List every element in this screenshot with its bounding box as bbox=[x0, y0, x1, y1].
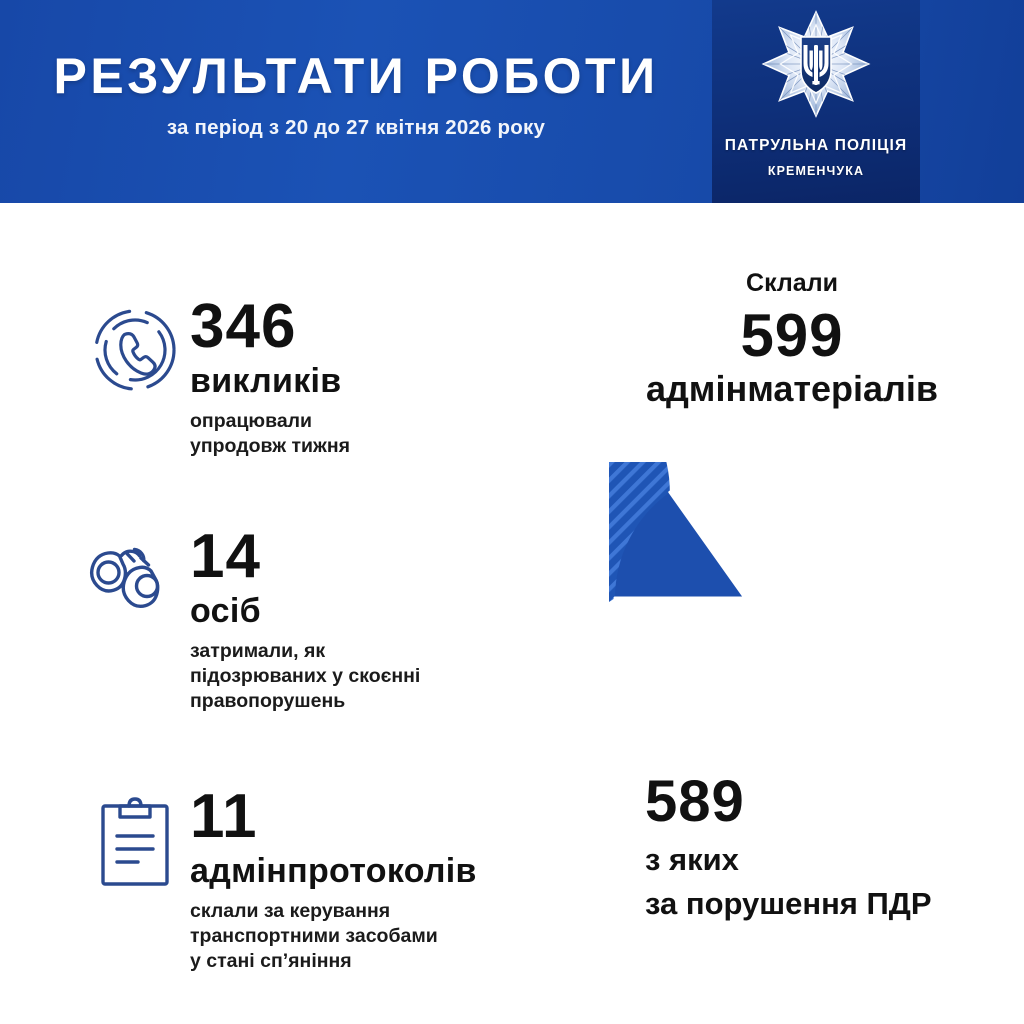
stat-calls-desc-line: опрацювали bbox=[190, 409, 313, 432]
stat-protocols-desc-line: транспортними засобами bbox=[190, 925, 438, 948]
violations-line-1: з яких bbox=[645, 842, 739, 877]
violations-line-2: за порушення ПДР bbox=[645, 886, 932, 922]
header-title-group: РЕЗУЛЬТАТИ РОБОТИ за період з 20 до 27 к… bbox=[0, 50, 712, 140]
admin-materials-unit: адмінматеріалів bbox=[645, 367, 939, 409]
stat-protocols: 11 адмінпротоколів склали за керування т… bbox=[80, 782, 550, 975]
stat-detained-number: 14 bbox=[190, 522, 261, 591]
stat-detained-description: затримали, як підозрюваних у скоєнні пра… bbox=[190, 639, 550, 715]
admin-materials-block: Склали 599 адмінматеріалів bbox=[560, 271, 1024, 407]
stat-protocols-desc-line: склали за керування bbox=[190, 899, 391, 922]
stat-protocols-text: 11 адмінпротоколів склали за керування т… bbox=[190, 782, 550, 975]
admin-materials-pie-chart bbox=[609, 462, 881, 734]
right-summary-column: Склали 599 адмінматеріалів 589 з яки bbox=[560, 203, 1024, 1024]
header-period-subtitle: за період з 20 до 27 квітня 2026 року bbox=[166, 116, 546, 139]
badge-label-city: КРЕМЕНЧУКА bbox=[767, 164, 865, 178]
stat-protocols-desc-line: у стані сп’яніння bbox=[190, 950, 352, 973]
stat-detained-text: 14 осіб затримали, як підозрюваних у ско… bbox=[190, 522, 550, 715]
badge-label-primary: ПАТРУЛЬНА ПОЛІЦІЯ bbox=[724, 137, 908, 154]
pie-slice-other bbox=[615, 492, 745, 598]
stat-detained: 14 осіб затримали, як підозрюваних у ско… bbox=[80, 522, 550, 715]
stat-detained-desc-line: підозрюваних у скоєнні bbox=[190, 665, 421, 688]
stat-detained-unit: осіб bbox=[190, 592, 261, 631]
phone-call-icon bbox=[80, 298, 190, 394]
clipboard-icon bbox=[80, 788, 190, 888]
stat-calls: 346 викликів опрацювали упродовж тижня bbox=[80, 292, 550, 460]
police-star-tryzub-icon bbox=[753, 9, 879, 135]
stat-detained-desc-line: правопорушень bbox=[190, 690, 346, 713]
stat-calls-description: опрацювали упродовж тижня bbox=[190, 409, 550, 460]
stat-calls-desc-line: упродовж тижня bbox=[190, 435, 350, 458]
page-title: РЕЗУЛЬТАТИ РОБОТИ bbox=[53, 48, 659, 104]
police-badge-panel: ПАТРУЛЬНА ПОЛІЦІЯ КРЕМЕНЧУКА bbox=[712, 0, 920, 203]
violations-number: 589 bbox=[645, 769, 745, 834]
stat-detained-desc-line: затримали, як bbox=[190, 639, 326, 662]
handcuffs-icon bbox=[80, 528, 190, 612]
stat-protocols-unit: адмінпротоколів bbox=[190, 852, 477, 891]
stat-protocols-description: склали за керування транспортними засоба… bbox=[190, 899, 550, 975]
stat-protocols-number: 11 bbox=[190, 782, 258, 851]
stat-calls-text: 346 викликів опрацювали упродовж тижня bbox=[190, 292, 550, 460]
stat-calls-unit: викликів bbox=[190, 362, 342, 401]
stat-calls-number: 346 bbox=[190, 292, 297, 361]
left-stats-column: 346 викликів опрацювали упродовж тижня bbox=[0, 203, 560, 1024]
admin-materials-number: 599 bbox=[740, 302, 844, 369]
admin-materials-kicker: Склали bbox=[746, 269, 838, 297]
violations-block: 589 з яких за порушення ПДР bbox=[600, 773, 1024, 923]
page-header: РЕЗУЛЬТАТИ РОБОТИ за період з 20 до 27 к… bbox=[0, 0, 1024, 203]
